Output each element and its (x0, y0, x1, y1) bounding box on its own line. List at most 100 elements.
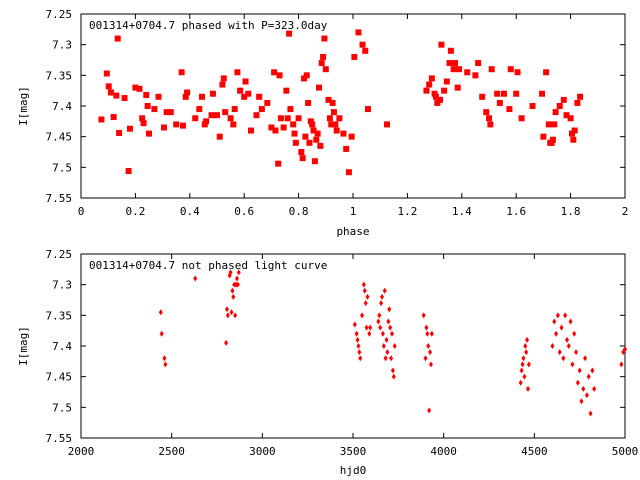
data-point (234, 69, 241, 76)
data-point (362, 47, 369, 54)
data-point (496, 99, 503, 106)
data-point (438, 41, 445, 48)
unphased-light-curve-panel: 001314+0704.7 not phased light curve hjd… (17, 248, 638, 477)
y-tick-label: 7.5 (52, 401, 72, 414)
data-point (364, 106, 371, 113)
data-point (551, 121, 558, 128)
data-point (330, 109, 337, 116)
x-tick-label: 4000 (430, 445, 457, 458)
data-point (322, 66, 329, 73)
data-point (231, 106, 238, 113)
data-point (545, 121, 552, 128)
data-point (242, 78, 249, 85)
data-point (443, 78, 450, 85)
data-point (494, 90, 501, 97)
data-point (302, 133, 309, 140)
data-point (554, 330, 559, 337)
y-tick-label: 7.45 (46, 131, 73, 144)
data-point (231, 293, 236, 300)
data-point (199, 93, 206, 100)
data-point (555, 312, 560, 319)
data-point (233, 312, 238, 319)
x-tick-label: 3000 (249, 445, 276, 458)
data-point (506, 106, 513, 113)
data-point (355, 29, 362, 36)
bottom-plot-frame (80, 253, 626, 439)
data-point (380, 293, 385, 300)
data-point (519, 367, 524, 374)
x-tick-label: 0.8 (289, 205, 309, 218)
data-point (116, 129, 123, 136)
x-tick-label: 1.2 (397, 205, 417, 218)
data-point (383, 355, 388, 362)
data-point (520, 361, 525, 368)
data-point (155, 93, 162, 100)
data-point (423, 87, 430, 94)
data-point (225, 312, 230, 319)
top-x-axis-label: phase (336, 225, 369, 238)
x-tick-label: 1 (350, 205, 357, 218)
data-point (298, 149, 305, 155)
data-point (340, 130, 347, 137)
x-tick-label: 1.6 (506, 205, 526, 218)
data-point (283, 87, 290, 94)
data-point (241, 93, 248, 100)
data-point (98, 116, 105, 123)
data-point (277, 115, 284, 122)
data-point (234, 275, 239, 282)
data-point (479, 93, 486, 100)
data-point (584, 392, 589, 399)
data-point (557, 349, 562, 356)
top-x-ticks: 0 0.2 0.4 0.6 0.8 1 1.2 1.4 1.6 1.8 2 (78, 14, 629, 218)
y-tick-label: 7.3 (52, 279, 72, 292)
data-point (561, 355, 566, 362)
data-point (163, 109, 170, 116)
data-point (581, 385, 586, 392)
top-y-ticks: 7.25 7.3 7.35 7.4 7.45 7.5 7.55 (46, 8, 625, 205)
data-point (317, 142, 324, 149)
data-point (291, 130, 298, 137)
data-point (441, 87, 448, 94)
data-point (456, 66, 463, 73)
x-tick-label: 0.2 (125, 205, 145, 218)
data-point (570, 136, 577, 143)
data-point (423, 355, 428, 362)
x-tick-label: 2 (622, 205, 629, 218)
data-point (248, 127, 254, 134)
data-point (446, 60, 453, 67)
data-point (475, 60, 482, 67)
data-point (224, 339, 229, 346)
data-point (386, 318, 391, 325)
data-point (483, 109, 490, 116)
data-point (548, 139, 555, 146)
data-point (518, 379, 523, 386)
data-point (384, 121, 390, 128)
y-tick-label: 7.25 (46, 248, 73, 261)
data-point (163, 361, 168, 368)
data-point (355, 336, 360, 343)
data-point (290, 121, 297, 128)
data-point (586, 373, 591, 380)
data-point (358, 355, 363, 362)
data-point (114, 35, 121, 42)
data-point (182, 93, 189, 100)
data-point (425, 330, 430, 337)
data-point (447, 47, 454, 54)
data-point (426, 343, 431, 349)
data-point (301, 75, 308, 82)
data-point (450, 66, 457, 73)
data-point (574, 99, 581, 106)
data-point (364, 324, 369, 331)
data-point (121, 95, 128, 102)
data-point (329, 99, 336, 106)
data-point (428, 361, 433, 368)
bottom-x-ticks: 2000 2500 3000 3500 4000 4500 5000 (68, 254, 638, 458)
data-point (529, 103, 536, 109)
data-point (275, 160, 282, 167)
data-point (421, 312, 426, 319)
data-point (203, 118, 210, 125)
data-point (113, 92, 120, 99)
y-tick-label: 7.3 (52, 39, 72, 52)
top-plot-frame (80, 13, 626, 199)
data-point (162, 355, 167, 362)
